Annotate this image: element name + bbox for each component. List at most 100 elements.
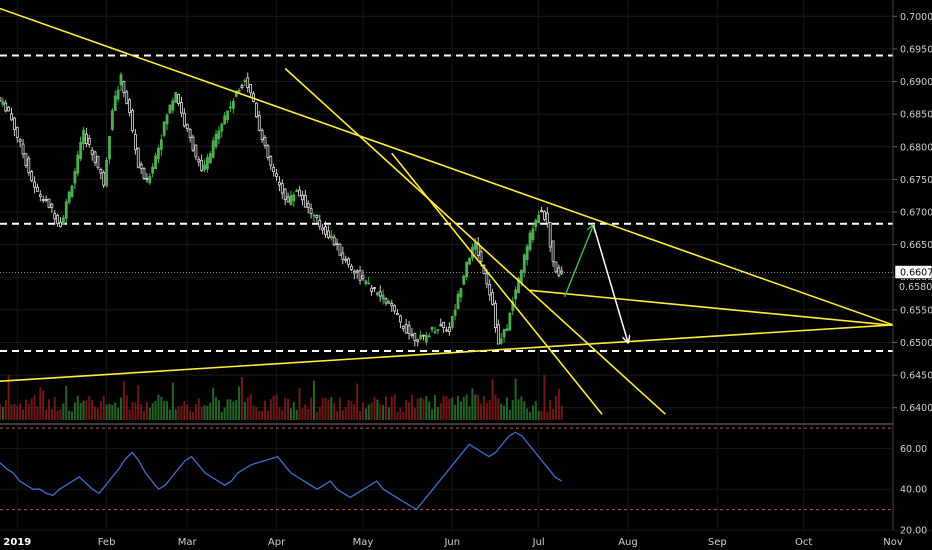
- candle-body: [419, 335, 422, 340]
- volume-bar: [428, 401, 431, 420]
- volume-bar: [68, 410, 71, 420]
- rsi-bands: [0, 427, 893, 531]
- volume-bar: [235, 399, 238, 420]
- candle-body: [283, 188, 287, 201]
- volume-bar: [128, 409, 131, 420]
- volume-bar: [413, 407, 416, 420]
- candle-body: [355, 270, 359, 273]
- arrow-drawing[interactable]: [563, 225, 594, 298]
- volume-bar: [143, 411, 146, 420]
- volume-bar: [531, 405, 534, 420]
- volume-bar: [131, 401, 134, 420]
- time-axis[interactable]: 2019 Feb Mar Apr May Jun Jul Aug Sep Oct Nov: [3, 537, 902, 548]
- candle-body: [214, 133, 218, 148]
- volume-bar: [186, 404, 189, 420]
- trendline-drawing[interactable]: [0, 7, 894, 326]
- volume-bar: [402, 411, 405, 420]
- candle-body: [217, 130, 221, 140]
- candle-body: [194, 144, 198, 158]
- volume-bar: [183, 400, 186, 420]
- candle-body: [528, 232, 532, 250]
- volume-bar: [554, 395, 557, 420]
- volume-bar: [114, 402, 117, 420]
- volume-bar: [258, 410, 261, 420]
- volume-bar: [405, 399, 408, 420]
- drawings[interactable]: [0, 7, 902, 415]
- candle-body: [151, 166, 155, 174]
- candle-body: [534, 219, 538, 228]
- volume-bars: [0, 375, 563, 420]
- volume-bar: [526, 408, 529, 420]
- volume-bar: [333, 403, 336, 420]
- trendline-drawing[interactable]: [0, 324, 894, 383]
- trendline-drawing[interactable]: [529, 289, 902, 327]
- candle-body: [499, 338, 503, 344]
- candle-body: [505, 328, 509, 332]
- candle-body: [326, 230, 330, 238]
- candle-body: [433, 331, 437, 334]
- candle-body: [116, 89, 120, 100]
- volume-bar: [56, 410, 59, 420]
- candle-body: [260, 129, 264, 140]
- volume-bar: [336, 411, 339, 420]
- volume-bar: [108, 403, 111, 420]
- candle-body: [99, 169, 103, 174]
- volume-bar: [119, 397, 122, 420]
- volume-bar: [47, 399, 50, 420]
- volume-bar: [543, 375, 546, 420]
- volume-bar: [203, 405, 206, 420]
- candle-body: [257, 115, 261, 131]
- candle-body: [358, 270, 362, 281]
- volume-bar: [125, 395, 128, 420]
- volume-bar: [194, 404, 197, 420]
- arrow-drawing[interactable]: [592, 224, 628, 342]
- volume-bar: [560, 405, 563, 420]
- price-pane[interactable]: [0, 0, 902, 530]
- candle-body: [436, 329, 440, 331]
- candle-body: [540, 210, 543, 212]
- volume-bar: [71, 411, 74, 420]
- volume-bar: [454, 404, 457, 420]
- candle-body: [341, 252, 345, 260]
- candle-body: [113, 95, 117, 111]
- rsi-pane[interactable]: [0, 427, 893, 531]
- trendline-drawing[interactable]: [284, 67, 666, 415]
- volume-bar: [514, 378, 517, 420]
- volume-bar: [370, 402, 373, 420]
- volume-bar: [252, 405, 255, 420]
- candle-body: [286, 196, 290, 203]
- candle-body: [350, 265, 353, 270]
- candle-body: [416, 339, 420, 342]
- candle-body: [180, 102, 183, 114]
- volume-bar: [505, 397, 509, 420]
- volume-bar: [4, 399, 7, 420]
- volume-bar: [439, 403, 442, 420]
- volume-bar: [287, 398, 290, 420]
- candle-body: [162, 121, 166, 136]
- volume-bar: [367, 404, 370, 420]
- candle-body: [338, 243, 342, 256]
- price-tick-label: 0.64000: [900, 403, 932, 414]
- candle-body: [422, 334, 425, 337]
- candle-body: [303, 194, 307, 208]
- rsi-ticks: 60.00 40.00 20.00: [900, 444, 927, 537]
- candle-body: [220, 123, 224, 132]
- candle-body: [165, 114, 169, 125]
- volume-bar: [419, 397, 422, 420]
- candle-body: [459, 288, 463, 298]
- candle-body: [344, 258, 348, 261]
- volume-bar: [42, 390, 45, 420]
- candle-body: [246, 77, 250, 88]
- volume-bar: [445, 396, 448, 420]
- volume-bar: [151, 403, 154, 420]
- volume-bar: [22, 409, 25, 420]
- volume-bar: [10, 404, 13, 420]
- candle-body: [275, 173, 278, 177]
- trendline-drawing[interactable]: [391, 152, 603, 415]
